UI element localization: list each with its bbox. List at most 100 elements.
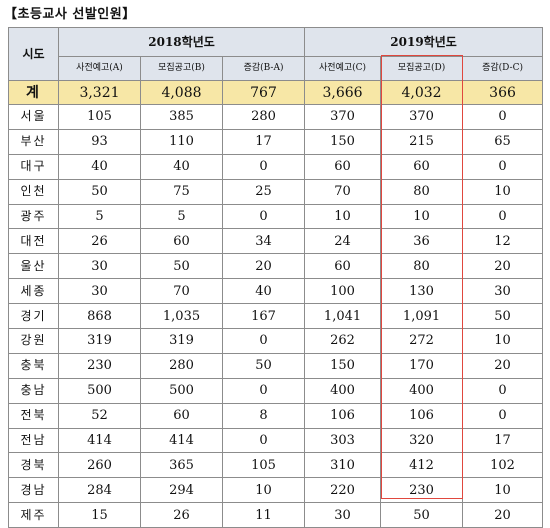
table-cell: 0 (221, 328, 306, 354)
table-cell: 30 (58, 278, 141, 305)
region-cell: 울산 (8, 253, 59, 280)
table-cell: 34 (221, 228, 306, 255)
table-row: 경남 284 294 10 220 230 10 (8, 477, 544, 504)
table-cell: 70 (304, 178, 382, 205)
table-cell: 500 (58, 377, 141, 404)
table-cell: 280 (140, 352, 223, 379)
table-cell: 36 (380, 228, 464, 255)
table-cell: 284 (58, 477, 141, 504)
table-row: 전북 52 60 8 106 106 0 (8, 402, 544, 429)
table-cell: 280 (221, 104, 306, 130)
table-cell: 80 (380, 253, 464, 280)
table-cell: 260 (58, 452, 141, 479)
table-cell: 3,321 (58, 80, 141, 105)
table-cell: 12 (462, 228, 544, 255)
table-cell: 50 (380, 502, 464, 528)
table-row: 강원 319 319 0 262 272 10 (8, 328, 544, 354)
table-cell: 0 (462, 402, 544, 429)
table-title: 【초등교사 선발인원】 (4, 7, 136, 22)
table-cell: 40 (221, 278, 306, 305)
table-row: 충북 230 280 50 150 170 20 (8, 352, 544, 379)
table-cell: 414 (140, 427, 223, 454)
table-cell: 75 (140, 178, 223, 205)
table-cell: 5 (58, 203, 141, 230)
table-row: 인천 50 75 25 70 80 10 (8, 178, 544, 205)
region-cell: 서울 (8, 104, 59, 130)
table-row: 전남 414 414 0 303 320 17 (8, 427, 544, 454)
table-cell: 0 (221, 427, 306, 454)
table-cell: 400 (380, 377, 464, 404)
region-cell: 대전 (8, 228, 59, 255)
col-header-announcement-d: 모집공고(D) (380, 56, 464, 81)
col-header-pre-notice-a: 사전예고(A) (58, 56, 141, 81)
table-cell: 0 (462, 153, 544, 180)
table-cell: 370 (380, 104, 464, 130)
table-row: 울산 30 50 20 60 80 20 (8, 253, 544, 280)
table-cell: 215 (380, 128, 464, 155)
table-cell: 20 (462, 352, 544, 379)
year-2018-header: 2018학년도 (57, 27, 306, 57)
table-cell: 303 (304, 427, 382, 454)
table-cell: 93 (58, 128, 141, 155)
table-cell: 500 (140, 377, 223, 404)
table-cell: 10 (304, 203, 382, 230)
table-cell: 102 (462, 452, 544, 479)
col-header-change-d-c: 증감(D-C) (462, 56, 544, 81)
table-cell: 262 (304, 328, 382, 354)
table-cell: 319 (140, 328, 223, 354)
recruitment-table: 시도 2018학년도 2019학년도 사전예고(A) 모집공고(B) 증감(B-… (8, 27, 544, 528)
table-cell: 65 (462, 128, 544, 155)
table-cell: 400 (304, 377, 382, 404)
year-2019-header: 2019학년도 (304, 27, 544, 57)
table-cell: 105 (221, 452, 306, 479)
table-cell: 105 (58, 104, 141, 130)
col-header-change-b-a: 증감(B-A) (221, 56, 306, 81)
table-cell: 294 (140, 477, 223, 504)
table-cell: 414 (58, 427, 141, 454)
table-cell: 230 (58, 352, 141, 379)
table-cell: 1,041 (304, 303, 382, 330)
table-cell: 50 (140, 253, 223, 280)
table-cell: 1,091 (380, 303, 464, 330)
table-row: 광주 5 5 0 10 10 0 (8, 203, 544, 230)
table-cell: 26 (58, 228, 141, 255)
table-cell: 30 (58, 253, 141, 280)
table-cell: 0 (221, 377, 306, 404)
table-cell: 60 (140, 402, 223, 429)
table-cell: 60 (140, 228, 223, 255)
total-label: 계 (8, 80, 59, 105)
table-cell: 319 (58, 328, 141, 354)
table-cell: 100 (304, 278, 382, 305)
table-cell: 50 (58, 178, 141, 205)
table-row: 대구 40 40 0 60 60 0 (8, 153, 544, 180)
table-cell: 15 (58, 502, 141, 528)
table-cell: 1,035 (140, 303, 223, 330)
table-cell: 0 (221, 203, 306, 230)
table-row: 제주 15 26 11 30 50 20 (8, 502, 544, 528)
table-cell: 50 (462, 303, 544, 330)
table-cell: 370 (304, 104, 382, 130)
table-cell: 20 (221, 253, 306, 280)
table-cell: 106 (380, 402, 464, 429)
table-cell: 110 (140, 128, 223, 155)
table-cell: 60 (380, 153, 464, 180)
table-cell: 130 (380, 278, 464, 305)
table-cell: 412 (380, 452, 464, 479)
region-cell: 광주 (8, 203, 59, 230)
region-cell: 전북 (8, 402, 59, 429)
table-cell: 4,032 (380, 80, 464, 105)
table-cell: 0 (462, 203, 544, 230)
table-cell: 4,088 (140, 80, 223, 105)
table-cell: 365 (140, 452, 223, 479)
table-cell: 320 (380, 427, 464, 454)
table-cell: 17 (221, 128, 306, 155)
table-cell: 50 (221, 352, 306, 379)
table-cell: 30 (304, 502, 382, 528)
total-row: 계 3,321 4,088 767 3,666 4,032 366 (8, 80, 544, 105)
col-header-pre-notice-c: 사전예고(C) (304, 56, 382, 81)
table-cell: 767 (221, 80, 306, 105)
region-cell: 충남 (8, 377, 59, 404)
region-cell: 부산 (8, 128, 59, 155)
table-cell: 40 (58, 153, 141, 180)
table-cell: 17 (462, 427, 544, 454)
